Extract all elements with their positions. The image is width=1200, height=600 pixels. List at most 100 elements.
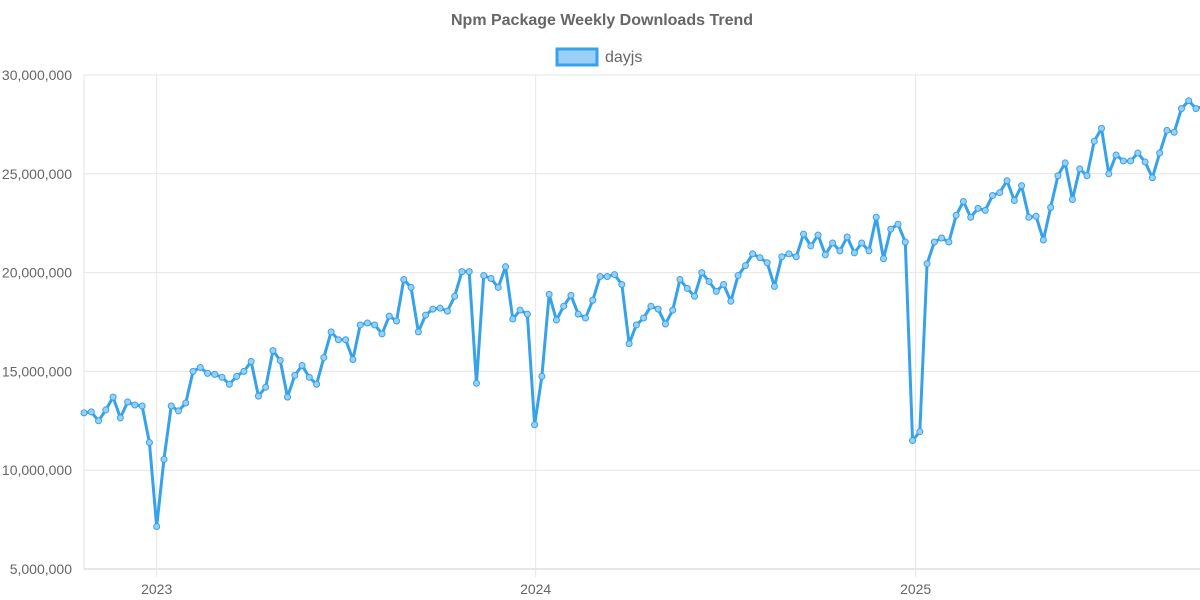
data-point[interactable] (1192, 105, 1200, 113)
data-point[interactable] (247, 358, 255, 366)
data-point[interactable] (676, 276, 684, 284)
data-point[interactable] (1090, 137, 1098, 145)
data-point[interactable] (1105, 170, 1113, 178)
data-point[interactable] (632, 321, 640, 329)
data-point[interactable] (1127, 157, 1135, 165)
data-point[interactable] (661, 320, 669, 328)
data-point[interactable] (792, 253, 800, 261)
data-point[interactable] (1061, 159, 1069, 167)
data-point[interactable] (720, 280, 728, 288)
data-point[interactable] (734, 272, 742, 280)
data-point[interactable] (603, 273, 611, 281)
data-point[interactable] (1039, 236, 1047, 244)
data-point[interactable] (596, 273, 604, 281)
data-point[interactable] (952, 211, 960, 219)
data-point[interactable] (552, 316, 560, 324)
data-point[interactable] (320, 354, 328, 362)
data-point[interactable] (770, 282, 778, 290)
data-point[interactable] (480, 272, 488, 280)
data-point[interactable] (909, 437, 917, 445)
data-point[interactable] (560, 302, 568, 310)
data-point[interactable] (1134, 149, 1142, 157)
data-point[interactable] (298, 361, 306, 369)
data-point[interactable] (1148, 174, 1156, 182)
data-point[interactable] (472, 379, 480, 387)
data-point[interactable] (458, 268, 466, 276)
data-point[interactable] (843, 233, 851, 241)
data-point[interactable] (836, 247, 844, 255)
data-point[interactable] (174, 407, 182, 415)
data-point[interactable] (451, 292, 459, 300)
data-point[interactable] (131, 401, 139, 409)
data-point[interactable] (589, 296, 597, 304)
data-point[interactable] (487, 275, 495, 283)
data-point[interactable] (385, 312, 393, 320)
data-point[interactable] (531, 421, 539, 429)
data-point[interactable] (1083, 172, 1091, 180)
data-point[interactable] (654, 305, 662, 313)
data-point[interactable] (1010, 196, 1018, 204)
data-point[interactable] (327, 328, 335, 336)
data-point[interactable] (349, 356, 357, 364)
data-point[interactable] (989, 192, 996, 200)
data-point[interactable] (204, 369, 212, 377)
data-point[interactable] (254, 392, 262, 400)
data-point[interactable] (545, 290, 553, 298)
data-point[interactable] (669, 306, 677, 314)
data-point[interactable] (1119, 157, 1127, 165)
data-point[interactable] (821, 251, 829, 259)
data-point[interactable] (371, 321, 379, 329)
data-point[interactable] (1170, 128, 1178, 136)
data-point[interactable] (698, 269, 706, 277)
data-point[interactable] (923, 260, 931, 268)
data-point[interactable] (167, 402, 175, 410)
data-point[interactable] (393, 317, 401, 325)
data-point[interactable] (930, 238, 938, 246)
data-point[interactable] (800, 230, 808, 238)
data-point[interactable] (465, 268, 473, 276)
data-point[interactable] (1047, 203, 1055, 211)
data-point[interactable] (872, 213, 880, 221)
data-point[interactable] (414, 328, 422, 336)
data-point[interactable] (567, 291, 575, 299)
data-point[interactable] (1156, 149, 1164, 157)
data-point[interactable] (160, 455, 168, 463)
data-point[interactable] (1003, 177, 1011, 185)
data-point[interactable] (1098, 124, 1106, 132)
data-point[interactable] (741, 262, 749, 270)
data-point[interactable] (1185, 97, 1193, 105)
data-point[interactable] (894, 220, 902, 228)
data-point[interactable] (996, 189, 1004, 197)
data-point[interactable] (124, 398, 132, 406)
data-point[interactable] (705, 277, 713, 285)
data-point[interactable] (211, 370, 219, 378)
data-point[interactable] (276, 357, 284, 365)
data-point[interactable] (814, 231, 822, 239)
data-point[interactable] (611, 271, 619, 279)
data-point[interactable] (95, 417, 103, 425)
data-point[interactable] (581, 314, 589, 322)
data-point[interactable] (647, 302, 655, 310)
data-point[interactable] (153, 523, 161, 531)
data-point[interactable] (691, 292, 699, 300)
data-point[interactable] (87, 408, 95, 416)
data-point[interactable] (683, 284, 691, 292)
data-point[interactable] (901, 238, 909, 246)
data-point[interactable] (284, 393, 291, 401)
data-point[interactable] (574, 310, 582, 318)
data-point[interactable] (196, 363, 204, 371)
data-point[interactable] (269, 347, 277, 355)
data-point[interactable] (807, 242, 815, 250)
data-point[interactable] (959, 197, 967, 205)
data-point[interactable] (887, 225, 895, 233)
data-point[interactable] (233, 372, 241, 380)
data-point[interactable] (240, 367, 248, 375)
legend[interactable]: dayjs (555, 47, 642, 67)
data-point[interactable] (116, 414, 124, 422)
data-point[interactable] (974, 204, 982, 212)
data-point[interactable] (865, 247, 873, 255)
data-point[interactable] (879, 255, 887, 263)
data-point[interactable] (967, 213, 975, 221)
data-point[interactable] (509, 315, 517, 323)
data-point[interactable] (916, 428, 924, 436)
